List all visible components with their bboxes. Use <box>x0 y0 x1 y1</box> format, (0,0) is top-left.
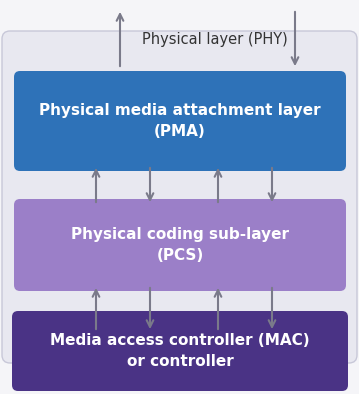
Text: Media access controller (MAC)
or controller: Media access controller (MAC) or control… <box>50 333 310 369</box>
FancyBboxPatch shape <box>2 31 357 363</box>
FancyBboxPatch shape <box>14 199 346 291</box>
Text: Physical layer (PHY): Physical layer (PHY) <box>142 32 288 46</box>
FancyBboxPatch shape <box>12 311 348 391</box>
Text: Physical coding sub-layer
(PCS): Physical coding sub-layer (PCS) <box>71 227 289 263</box>
Text: Physical media attachment layer
(PMA): Physical media attachment layer (PMA) <box>39 103 321 139</box>
FancyBboxPatch shape <box>14 71 346 171</box>
